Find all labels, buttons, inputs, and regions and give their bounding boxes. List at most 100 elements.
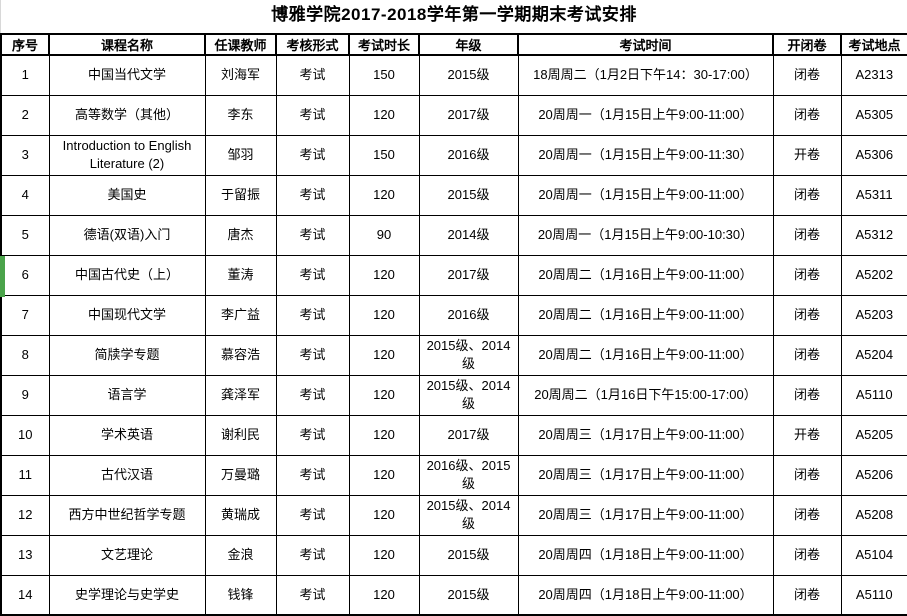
cell-teacher[interactable]: 龚泽军: [204, 374, 277, 416]
cell-open-closed[interactable]: 闭卷: [772, 294, 842, 336]
cell-exam-time[interactable]: 20周周三（1月17日上午9:00-11:00）: [517, 454, 774, 496]
cell-grade[interactable]: 2015级: [418, 574, 519, 616]
cell-duration[interactable]: 120: [348, 534, 420, 576]
cell-course-name[interactable]: 学术英语: [48, 414, 206, 456]
column-header-form[interactable]: 考核形式: [275, 33, 350, 56]
cell-grade[interactable]: 2016级: [418, 134, 519, 176]
cell-exam-form[interactable]: 考试: [275, 534, 350, 576]
cell-teacher[interactable]: 刘海军: [204, 54, 277, 96]
cell-exam-form[interactable]: 考试: [275, 574, 350, 616]
cell-exam-form[interactable]: 考试: [275, 94, 350, 136]
cell-exam-time[interactable]: 20周周二（1月16日下午15:00-17:00）: [517, 374, 774, 416]
cell-exam-time[interactable]: 20周周一（1月15日上午9:00-11:00）: [517, 94, 774, 136]
cell-row-number[interactable]: 9: [0, 374, 50, 416]
cell-row-number[interactable]: 4: [0, 174, 50, 216]
cell-grade[interactable]: 2015级、2014级: [418, 374, 519, 416]
cell-teacher[interactable]: 金浪: [204, 534, 277, 576]
cell-exam-time[interactable]: 20周周一（1月15日上午9:00-11:30）: [517, 134, 774, 176]
cell-grade[interactable]: 2015级: [418, 54, 519, 96]
cell-duration[interactable]: 120: [348, 454, 420, 496]
cell-course-name[interactable]: 语言学: [48, 374, 206, 416]
cell-exam-time[interactable]: 20周周三（1月17日上午9:00-11:00）: [517, 414, 774, 456]
cell-open-closed[interactable]: 开卷: [772, 134, 842, 176]
cell-duration[interactable]: 120: [348, 374, 420, 416]
cell-exam-location[interactable]: A5206: [840, 454, 907, 496]
cell-duration[interactable]: 120: [348, 334, 420, 376]
cell-exam-time[interactable]: 20周周一（1月15日上午9:00-11:00）: [517, 174, 774, 216]
cell-exam-time[interactable]: 20周周四（1月18日上午9:00-11:00）: [517, 574, 774, 616]
cell-row-number[interactable]: 1: [0, 54, 50, 96]
cell-exam-form[interactable]: 考试: [275, 174, 350, 216]
cell-duration[interactable]: 120: [348, 174, 420, 216]
cell-exam-location[interactable]: A5205: [840, 414, 907, 456]
cell-exam-location[interactable]: A5104: [840, 534, 907, 576]
cell-open-closed[interactable]: 闭卷: [772, 174, 842, 216]
cell-grade[interactable]: 2015级: [418, 534, 519, 576]
cell-row-number[interactable]: 3: [0, 134, 50, 176]
cell-teacher[interactable]: 钱锋: [204, 574, 277, 616]
cell-exam-location[interactable]: A5305: [840, 94, 907, 136]
cell-duration[interactable]: 150: [348, 54, 420, 96]
cell-course-name[interactable]: Introduction to English Literature (2): [48, 134, 206, 176]
cell-grade[interactable]: 2017级: [418, 414, 519, 456]
cell-course-name[interactable]: 中国现代文学: [48, 294, 206, 336]
cell-exam-location[interactable]: A5110: [840, 374, 907, 416]
cell-teacher[interactable]: 董涛: [204, 254, 277, 296]
cell-course-name[interactable]: 中国古代史（上）: [48, 254, 206, 296]
cell-row-number[interactable]: 7: [0, 294, 50, 336]
cell-exam-location[interactable]: A5306: [840, 134, 907, 176]
cell-exam-form[interactable]: 考试: [275, 54, 350, 96]
cell-grade[interactable]: 2016级、2015级: [418, 454, 519, 496]
cell-course-name[interactable]: 中国当代文学: [48, 54, 206, 96]
cell-exam-form[interactable]: 考试: [275, 214, 350, 256]
cell-open-closed[interactable]: 闭卷: [772, 454, 842, 496]
cell-open-closed[interactable]: 闭卷: [772, 534, 842, 576]
cell-exam-location[interactable]: A5203: [840, 294, 907, 336]
cell-row-number[interactable]: 8: [0, 334, 50, 376]
cell-teacher[interactable]: 黄瑞成: [204, 494, 277, 536]
cell-exam-location[interactable]: A5202: [840, 254, 907, 296]
cell-row-number[interactable]: 14: [0, 574, 50, 616]
cell-row-number[interactable]: 12: [0, 494, 50, 536]
cell-grade[interactable]: 2017级: [418, 94, 519, 136]
cell-teacher[interactable]: 万曼璐: [204, 454, 277, 496]
cell-exam-form[interactable]: 考试: [275, 454, 350, 496]
cell-exam-time[interactable]: 20周周一（1月15日上午9:00-10:30）: [517, 214, 774, 256]
cell-course-name[interactable]: 美国史: [48, 174, 206, 216]
cell-duration[interactable]: 120: [348, 414, 420, 456]
cell-exam-form[interactable]: 考试: [275, 374, 350, 416]
cell-open-closed[interactable]: 闭卷: [772, 254, 842, 296]
cell-course-name[interactable]: 德语(双语)入门: [48, 214, 206, 256]
cell-exam-time[interactable]: 20周周二（1月16日上午9:00-11:00）: [517, 254, 774, 296]
column-header-open-closed[interactable]: 开闭卷: [772, 33, 842, 56]
cell-open-closed[interactable]: 闭卷: [772, 374, 842, 416]
cell-grade[interactable]: 2015级、2014级: [418, 334, 519, 376]
cell-duration[interactable]: 120: [348, 254, 420, 296]
cell-duration[interactable]: 120: [348, 94, 420, 136]
cell-exam-location[interactable]: A5311: [840, 174, 907, 216]
cell-teacher[interactable]: 李东: [204, 94, 277, 136]
column-header-course[interactable]: 课程名称: [48, 33, 206, 56]
cell-grade[interactable]: 2014级: [418, 214, 519, 256]
cell-teacher[interactable]: 唐杰: [204, 214, 277, 256]
column-header-grade[interactable]: 年级: [418, 33, 519, 56]
column-header-time[interactable]: 考试时间: [517, 33, 774, 56]
cell-duration[interactable]: 120: [348, 574, 420, 616]
cell-exam-form[interactable]: 考试: [275, 494, 350, 536]
cell-exam-form[interactable]: 考试: [275, 334, 350, 376]
cell-grade[interactable]: 2016级: [418, 294, 519, 336]
cell-row-number[interactable]: 5: [0, 214, 50, 256]
cell-course-name[interactable]: 简牍学专题: [48, 334, 206, 376]
cell-teacher[interactable]: 李广益: [204, 294, 277, 336]
cell-exam-time[interactable]: 20周周二（1月16日上午9:00-11:00）: [517, 334, 774, 376]
cell-course-name[interactable]: 文艺理论: [48, 534, 206, 576]
cell-teacher[interactable]: 于留振: [204, 174, 277, 216]
cell-open-closed[interactable]: 开卷: [772, 414, 842, 456]
cell-exam-form[interactable]: 考试: [275, 294, 350, 336]
cell-course-name[interactable]: 高等数学（其他）: [48, 94, 206, 136]
cell-teacher[interactable]: 慕容浩: [204, 334, 277, 376]
cell-grade[interactable]: 2017级: [418, 254, 519, 296]
cell-open-closed[interactable]: 闭卷: [772, 54, 842, 96]
cell-open-closed[interactable]: 闭卷: [772, 214, 842, 256]
cell-exam-form[interactable]: 考试: [275, 134, 350, 176]
